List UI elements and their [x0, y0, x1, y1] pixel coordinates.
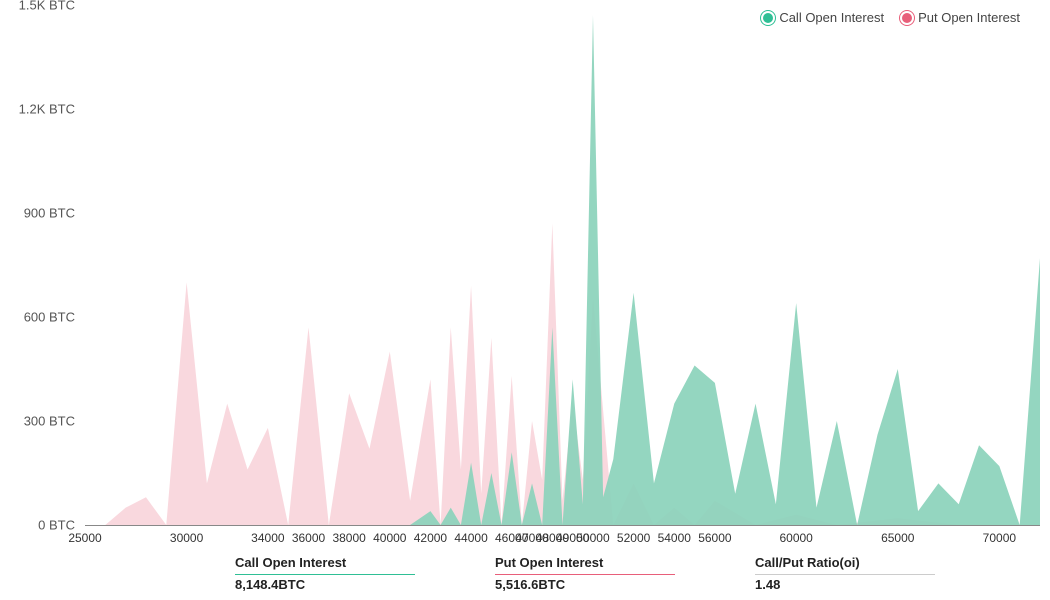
metric-value: 8,148.4BTC: [235, 577, 415, 592]
y-tick-label: 900 BTC: [24, 206, 75, 221]
y-tick-label: 300 BTC: [24, 414, 75, 429]
x-tick-label: 60000: [779, 531, 812, 545]
area-chart-svg: [85, 5, 1040, 525]
y-axis-labels: 0 BTC300 BTC600 BTC900 BTC1.2K BTC1.5K B…: [0, 5, 80, 525]
x-tick-label: 54000: [658, 531, 691, 545]
x-tick-label: 42000: [414, 531, 447, 545]
x-tick-label: 52000: [617, 531, 650, 545]
metric-rule: [235, 574, 415, 575]
metric-title: Put Open Interest: [495, 555, 675, 570]
x-tick-label: 34000: [251, 531, 284, 545]
metrics-footer: Call Open Interest 8,148.4BTC Put Open Int…: [235, 555, 935, 592]
y-tick-label: 1.2K BTC: [19, 102, 75, 117]
metric-rule: [755, 574, 935, 575]
metric-value: 5,516.6BTC: [495, 577, 675, 592]
x-tick-label: 25000: [68, 531, 101, 545]
plot-area: [85, 5, 1040, 525]
metric-title: Call Open Interest: [235, 555, 415, 570]
x-tick-label: 50000: [576, 531, 609, 545]
x-tick-label: 36000: [292, 531, 325, 545]
metric-rule: [495, 574, 675, 575]
x-tick-label: 44000: [454, 531, 487, 545]
x-tick-label: 40000: [373, 531, 406, 545]
x-tick-label: 65000: [881, 531, 914, 545]
chart-container: Call Open InterestPut Open Interest 0 BT…: [0, 0, 1050, 600]
x-tick-label: 56000: [698, 531, 731, 545]
metric-value: 1.48: [755, 577, 935, 592]
footer-metric: Call Open Interest 8,148.4BTC: [235, 555, 415, 592]
metric-title: Call/Put Ratio(oi): [755, 555, 935, 570]
x-tick-label: 30000: [170, 531, 203, 545]
footer-metric: Put Open Interest 5,516.6BTC: [495, 555, 675, 592]
x-tick-label: 38000: [332, 531, 365, 545]
footer-metric: Call/Put Ratio(oi) 1.48: [755, 555, 935, 592]
x-axis-labels: 2500030000340003600038000400004200044000…: [85, 525, 1040, 545]
x-tick-label: 70000: [983, 531, 1016, 545]
y-tick-label: 1.5K BTC: [19, 0, 75, 13]
y-tick-label: 600 BTC: [24, 310, 75, 325]
